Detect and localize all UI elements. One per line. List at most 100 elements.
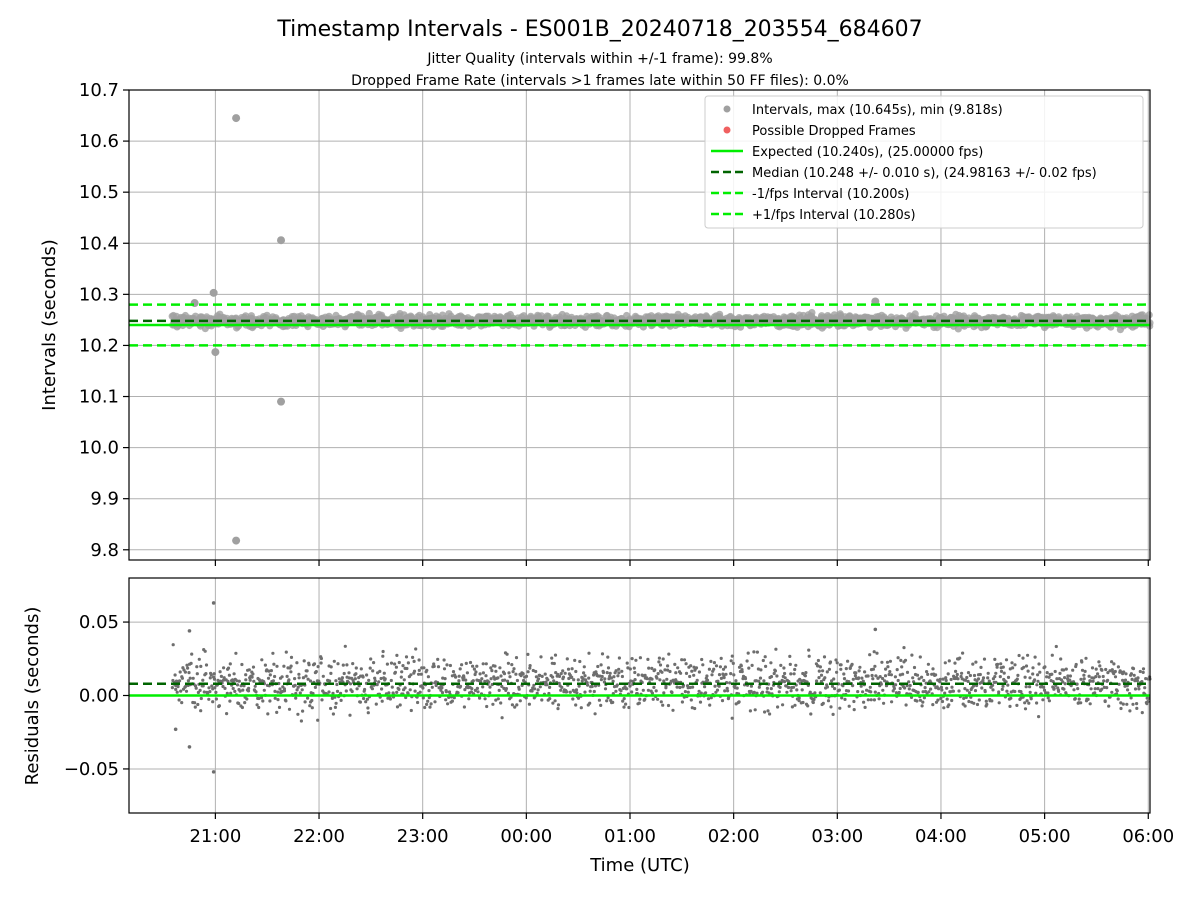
residual-point — [750, 663, 754, 668]
residual-point — [686, 690, 690, 694]
residual-point — [943, 691, 947, 695]
residual-point — [1050, 653, 1054, 657]
residual-point — [308, 679, 313, 683]
residual-point — [476, 690, 480, 694]
residual-point — [436, 665, 441, 669]
x-tick-label: 01:00 — [604, 826, 656, 847]
residual-point — [226, 679, 230, 684]
residual-point — [199, 664, 203, 669]
residual-point — [287, 707, 292, 711]
residual-point — [273, 674, 277, 679]
residual-point — [758, 676, 763, 680]
residual-point — [880, 660, 884, 664]
residual-point — [698, 700, 703, 704]
residual-point — [743, 677, 748, 681]
residual-point — [940, 699, 945, 704]
residual-point — [625, 687, 629, 691]
residual-point — [1028, 685, 1032, 689]
residual-point — [480, 677, 484, 681]
residual-point — [443, 677, 447, 681]
residual-point — [608, 671, 612, 675]
residual-point — [263, 663, 267, 667]
residual-point — [231, 679, 235, 683]
residual-point — [966, 679, 970, 684]
residual-point — [212, 677, 217, 681]
residual-point — [458, 684, 463, 689]
residual-point — [559, 672, 563, 676]
residual-point — [949, 677, 953, 682]
residual-point — [788, 662, 792, 667]
residual-point — [614, 669, 618, 673]
legend-label-minus-fps: -1/fps Interval (10.200s) — [752, 187, 909, 202]
residual-point — [658, 663, 663, 667]
residual-point — [768, 712, 772, 716]
residual-point — [697, 670, 702, 674]
residual-point — [329, 665, 333, 669]
residual-point — [690, 669, 694, 673]
residual-point — [1047, 675, 1051, 679]
residual-point — [792, 672, 796, 676]
residual-point — [454, 675, 458, 679]
residual-point — [221, 684, 225, 689]
residual-point — [863, 705, 867, 710]
residual-point — [442, 658, 446, 662]
residual-point — [380, 699, 384, 703]
residual-point — [550, 656, 554, 660]
residual-point — [872, 650, 876, 654]
residual-point — [657, 656, 662, 660]
residual-point — [821, 669, 825, 673]
residual-point — [859, 684, 863, 688]
residual-point — [401, 664, 405, 668]
residual-point — [570, 667, 574, 671]
residual-point — [931, 667, 935, 671]
residual-point — [586, 683, 590, 687]
residual-point — [260, 658, 264, 662]
residual-point — [939, 685, 944, 690]
residual-point — [1096, 672, 1100, 676]
residual-point — [327, 690, 331, 694]
residual-point — [1045, 671, 1049, 675]
residual-point — [1005, 689, 1009, 693]
residual-point — [1002, 671, 1006, 675]
residual-point — [448, 663, 452, 668]
x-tick-label: 21:00 — [189, 826, 241, 847]
residual-point — [918, 698, 923, 702]
residual-point — [503, 678, 507, 682]
residual-point — [195, 672, 199, 676]
residual-point — [1093, 691, 1097, 695]
residual-point — [776, 705, 780, 709]
residual-point — [1094, 675, 1098, 679]
residual-point — [1013, 663, 1017, 667]
residual-point — [828, 660, 833, 664]
residual-point — [446, 702, 450, 706]
residual-point — [1128, 709, 1132, 713]
residual-point — [310, 706, 314, 710]
residual-point — [759, 668, 763, 672]
residual-outlier-point — [173, 727, 178, 732]
residual-point — [847, 680, 851, 684]
x-tick-label: 05:00 — [1019, 826, 1071, 847]
residual-point — [755, 691, 759, 695]
residual-point — [546, 678, 550, 682]
legend-marker-intervals — [723, 105, 731, 113]
residual-point — [561, 675, 566, 679]
residual-point — [982, 657, 987, 661]
residual-point — [195, 665, 199, 669]
residual-point — [517, 687, 521, 691]
residual-point — [972, 684, 976, 688]
residual-point — [370, 687, 374, 691]
residual-point — [276, 690, 280, 694]
residual-point — [488, 691, 492, 695]
residual-point — [554, 671, 558, 675]
residual-point — [668, 669, 672, 674]
residual-point — [682, 658, 687, 662]
residual-point — [839, 667, 843, 671]
residual-point — [1129, 696, 1133, 700]
residual-point — [1064, 667, 1068, 671]
residual-point — [749, 684, 754, 688]
residual-point — [343, 644, 347, 648]
residual-point — [662, 679, 666, 683]
residual-point — [336, 662, 340, 666]
residual-point — [1116, 665, 1120, 669]
residual-point — [306, 696, 310, 700]
